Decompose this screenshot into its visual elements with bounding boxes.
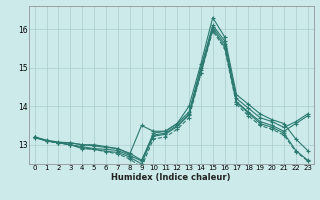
X-axis label: Humidex (Indice chaleur): Humidex (Indice chaleur): [111, 173, 231, 182]
